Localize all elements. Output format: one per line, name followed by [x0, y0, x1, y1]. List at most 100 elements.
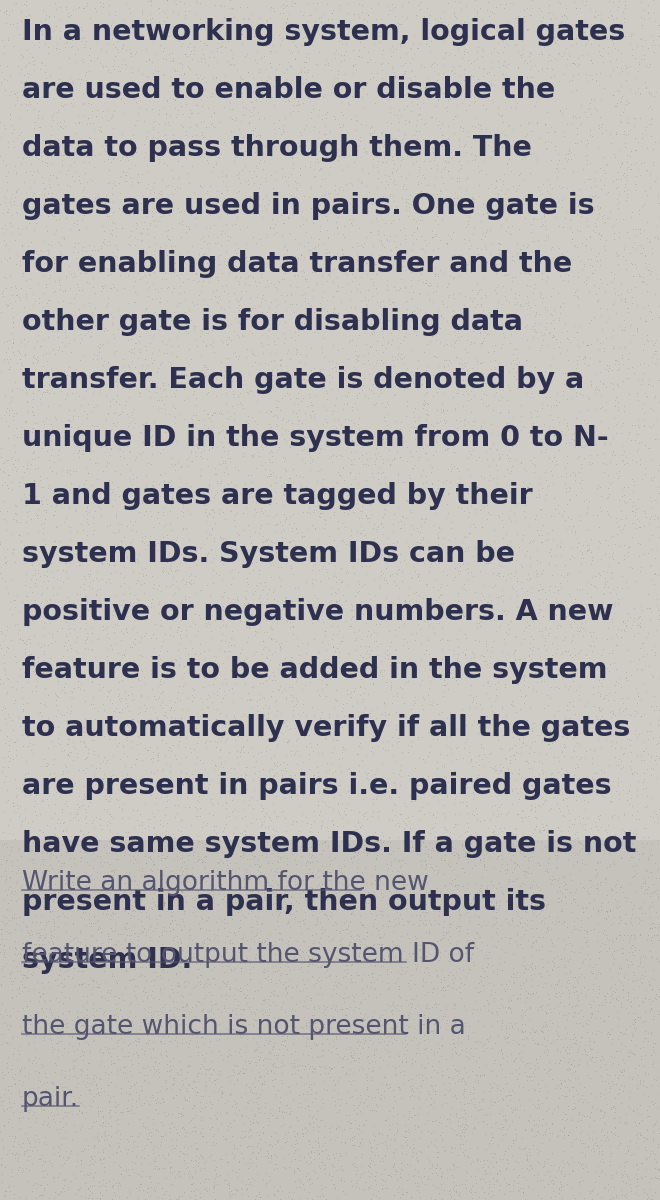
Point — [67, 36, 77, 55]
Point — [541, 824, 552, 844]
Point — [99, 1130, 110, 1150]
Point — [236, 1004, 246, 1024]
Point — [590, 577, 601, 596]
Point — [547, 1069, 558, 1088]
Point — [564, 46, 574, 65]
Point — [280, 431, 291, 450]
Point — [504, 451, 514, 470]
Point — [623, 343, 634, 362]
Point — [400, 64, 411, 83]
Point — [358, 376, 369, 395]
Point — [14, 526, 24, 545]
Point — [381, 641, 392, 660]
Point — [525, 578, 536, 598]
Point — [282, 1145, 293, 1164]
Point — [105, 445, 115, 464]
Point — [7, 989, 18, 1008]
Point — [525, 185, 535, 204]
Point — [343, 4, 354, 23]
Point — [410, 694, 420, 713]
Point — [124, 197, 135, 216]
Point — [508, 964, 518, 983]
Point — [642, 833, 653, 852]
Point — [618, 181, 629, 200]
Point — [169, 850, 180, 869]
Point — [558, 658, 569, 677]
Point — [242, 1051, 253, 1070]
Point — [86, 880, 96, 899]
Point — [467, 188, 478, 208]
Point — [209, 529, 219, 548]
Point — [187, 574, 198, 593]
Point — [57, 822, 68, 841]
Point — [243, 1158, 253, 1177]
Point — [379, 408, 389, 427]
Point — [463, 169, 474, 188]
Point — [134, 362, 145, 382]
Point — [508, 1100, 518, 1120]
Point — [353, 581, 364, 600]
Point — [24, 1160, 34, 1180]
Point — [0, 994, 7, 1013]
Point — [563, 971, 574, 990]
Point — [416, 950, 426, 970]
Point — [275, 368, 285, 388]
Point — [0, 701, 7, 720]
Point — [423, 562, 434, 581]
Point — [275, 401, 286, 420]
Point — [481, 203, 492, 222]
Point — [221, 616, 232, 635]
Point — [128, 970, 139, 989]
Point — [100, 142, 110, 161]
Point — [306, 546, 317, 565]
Point — [461, 169, 471, 188]
Point — [633, 499, 644, 518]
Point — [422, 576, 432, 595]
Point — [160, 995, 170, 1014]
Point — [346, 954, 357, 973]
Point — [449, 456, 459, 475]
Point — [388, 293, 399, 312]
Point — [508, 17, 518, 36]
Point — [133, 1032, 144, 1051]
Point — [156, 22, 167, 41]
Point — [589, 812, 600, 832]
Point — [367, 888, 378, 907]
Point — [22, 949, 32, 968]
Point — [570, 809, 580, 828]
Point — [320, 1139, 331, 1158]
Point — [425, 840, 436, 859]
Point — [314, 122, 325, 142]
Point — [576, 545, 587, 564]
Point — [439, 350, 449, 370]
Point — [41, 503, 51, 522]
Point — [548, 748, 559, 767]
Point — [231, 496, 242, 515]
Point — [620, 1152, 630, 1171]
Point — [37, 1156, 48, 1175]
Point — [635, 613, 645, 632]
Point — [191, 446, 201, 466]
Point — [552, 881, 562, 900]
Point — [391, 67, 402, 86]
Point — [528, 278, 539, 298]
Point — [189, 1160, 200, 1180]
Point — [235, 1000, 246, 1019]
Point — [500, 750, 511, 769]
Point — [124, 0, 135, 18]
Point — [165, 1012, 176, 1031]
Point — [197, 932, 207, 952]
Point — [378, 463, 389, 482]
Point — [410, 630, 420, 649]
Point — [565, 949, 576, 968]
Point — [378, 152, 389, 172]
Point — [461, 330, 472, 349]
Point — [331, 900, 341, 919]
Point — [112, 280, 122, 299]
Point — [278, 992, 288, 1012]
Point — [139, 1010, 150, 1030]
Point — [373, 806, 383, 826]
Point — [1, 1033, 12, 1052]
Point — [639, 194, 649, 214]
Point — [576, 1166, 586, 1186]
